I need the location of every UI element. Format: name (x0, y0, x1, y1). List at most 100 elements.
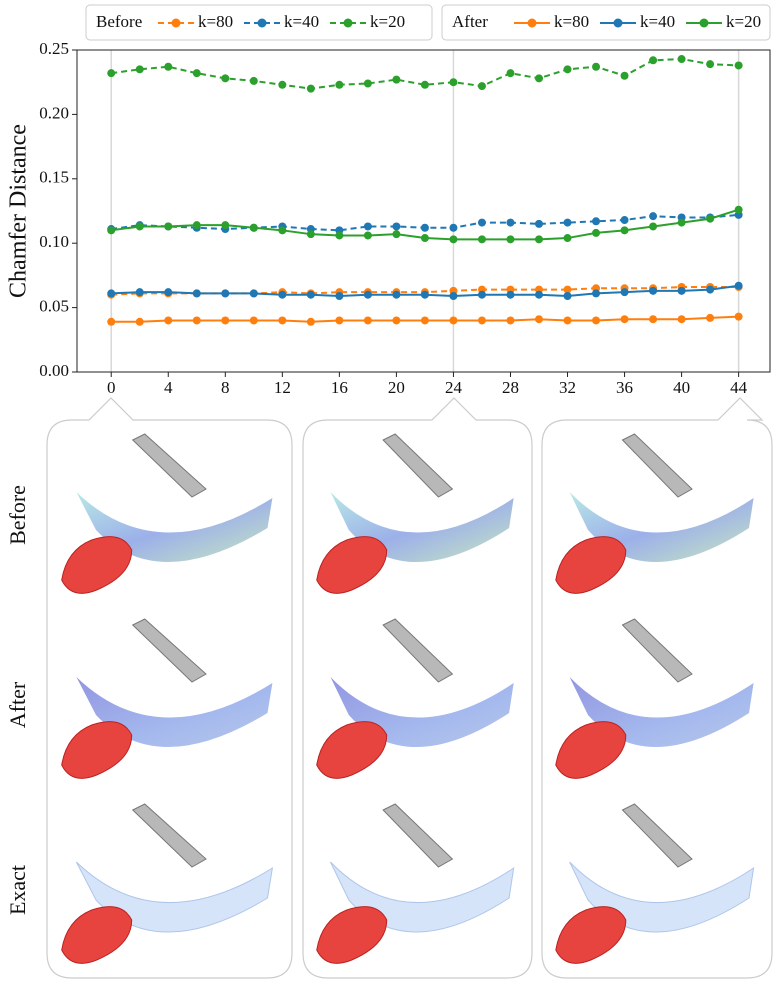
point (306, 230, 315, 239)
x-tick-label: 8 (221, 378, 230, 397)
legend-label: k=40 (640, 12, 675, 31)
series-line (111, 58, 739, 90)
point (278, 226, 287, 235)
legend-title: Before (96, 12, 142, 31)
point (677, 286, 686, 295)
point (677, 315, 686, 324)
row-label: Before (5, 485, 30, 545)
point (278, 316, 287, 325)
point (392, 316, 401, 325)
point (734, 281, 743, 290)
robot-hand (382, 433, 454, 498)
point (477, 316, 486, 325)
point (592, 228, 601, 237)
point (677, 55, 686, 64)
point (392, 75, 401, 84)
row-label: Exact (5, 865, 30, 915)
point (649, 286, 658, 295)
point (477, 82, 486, 91)
point (306, 290, 315, 299)
x-tick-label: 20 (388, 378, 405, 397)
point (706, 285, 715, 294)
point (649, 222, 658, 231)
point (535, 315, 543, 324)
point (306, 84, 315, 93)
point (392, 222, 401, 231)
row-label: After (5, 681, 30, 728)
point (535, 290, 543, 299)
x-tick-label: 0 (107, 378, 116, 397)
object (555, 906, 627, 964)
robot-hand (131, 433, 207, 498)
point (221, 289, 230, 298)
point (107, 317, 116, 326)
point (192, 316, 201, 325)
point (420, 80, 429, 89)
point (706, 214, 715, 223)
point (192, 289, 201, 298)
point (506, 218, 515, 227)
point (135, 222, 144, 231)
object (555, 536, 627, 594)
point (420, 290, 429, 299)
plot-frame (76, 49, 771, 373)
point (506, 290, 515, 299)
point (249, 289, 258, 298)
object (61, 906, 133, 964)
point (335, 292, 344, 301)
point (192, 69, 201, 78)
point (107, 226, 116, 235)
point (535, 74, 543, 83)
point (563, 285, 572, 294)
point (420, 223, 429, 232)
panels (46, 397, 773, 979)
point (535, 219, 543, 228)
point (506, 235, 515, 244)
legend-marker (343, 18, 353, 28)
point (135, 65, 144, 74)
object (555, 721, 627, 779)
legend-label: k=80 (198, 12, 233, 31)
y-tick-label: 0.10 (39, 232, 69, 251)
point (306, 317, 315, 326)
x-tick-label: 36 (616, 378, 633, 397)
point (449, 78, 458, 87)
robot-hand (131, 803, 207, 868)
point (335, 316, 344, 325)
point (392, 230, 401, 239)
point (592, 289, 601, 298)
y-tick-label: 0.20 (39, 103, 69, 122)
point (563, 292, 572, 301)
y-tick-label: 0.15 (39, 168, 69, 187)
point (164, 62, 173, 71)
legend-marker (171, 18, 181, 28)
robot-hand (382, 618, 454, 683)
y-axis-label: Chamfer Distance (6, 124, 32, 298)
point (734, 205, 743, 214)
legend-label: k=20 (370, 12, 405, 31)
x-tick-label: 12 (274, 378, 291, 397)
point (135, 288, 144, 297)
point (449, 292, 458, 301)
point (506, 316, 515, 325)
x-tick-label: 40 (673, 378, 690, 397)
point (107, 69, 116, 78)
point (164, 222, 173, 231)
point (335, 80, 344, 89)
point (192, 221, 201, 230)
x-tick-label: 44 (730, 378, 748, 397)
x-tick-label: 28 (502, 378, 519, 397)
point (535, 235, 543, 244)
point (363, 231, 372, 240)
point (620, 315, 629, 324)
point (449, 316, 458, 325)
point (620, 216, 629, 225)
point (107, 289, 116, 298)
object (316, 721, 388, 779)
point (620, 71, 629, 80)
point (563, 234, 572, 243)
point (677, 218, 686, 227)
point (563, 316, 572, 325)
robot-hand (621, 433, 693, 498)
